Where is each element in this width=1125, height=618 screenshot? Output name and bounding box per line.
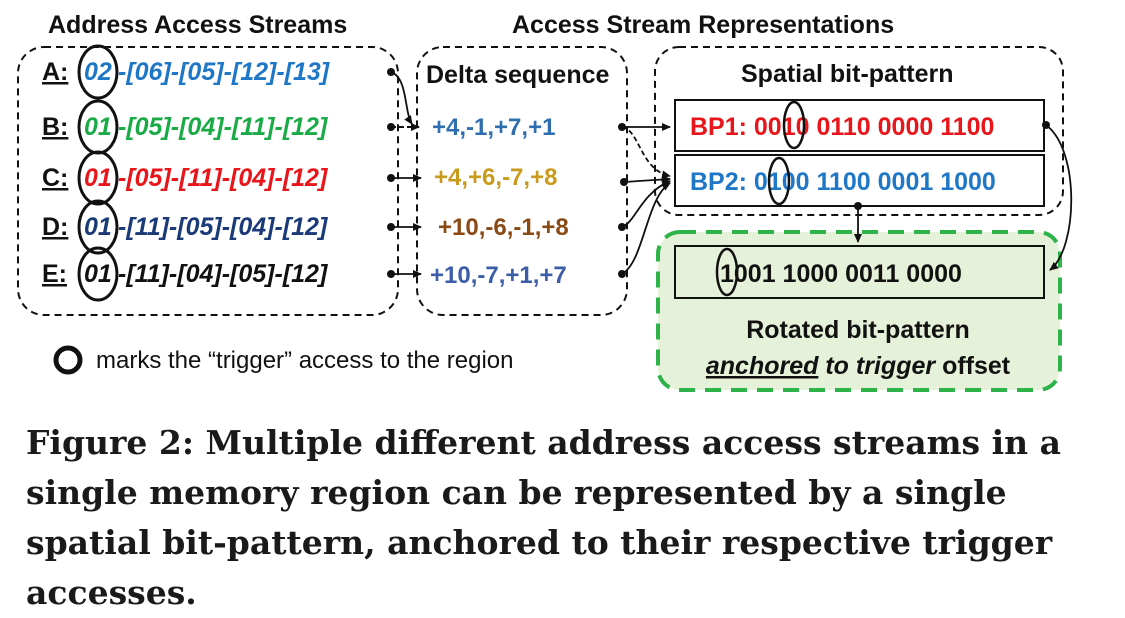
stream-trigger: 01 bbox=[84, 260, 112, 288]
stream-row-d: D: 01 -[11]-[05]-[04]-[12] bbox=[42, 199, 329, 255]
spatial-group-box bbox=[654, 46, 1064, 216]
rotated-title: Rotated bit-pattern bbox=[746, 316, 970, 344]
delta-item: +4,+6,-7,+8 bbox=[434, 164, 557, 191]
legend-text: marks the “trigger” access to the region bbox=[96, 347, 514, 374]
rotated-subtitle: anchored to trigger offset bbox=[706, 352, 1011, 380]
stream-to-delta-arrows bbox=[387, 68, 422, 278]
stream-label: A: bbox=[42, 58, 68, 86]
delta-item: +4,-1,+7,+1 bbox=[432, 114, 555, 141]
trigger-circle bbox=[77, 246, 119, 302]
stream-label: B: bbox=[42, 113, 68, 141]
stream-row-c: C: 01 -[05]-[11]-[04]-[12] bbox=[42, 150, 329, 206]
stream-trigger: 01 bbox=[84, 164, 112, 192]
bp1-box bbox=[674, 99, 1045, 152]
access-stream-diagram: Address Access Streams Access Stream Rep… bbox=[17, 11, 1073, 392]
bp1-trigger-circle bbox=[782, 100, 806, 150]
representations-header: Access Stream Representations bbox=[512, 11, 894, 39]
stream-accesses: -[06]-[05]-[12]-[13] bbox=[118, 58, 331, 86]
stream-row-e: E: 01 -[11]-[04]-[05]-[12] bbox=[42, 246, 329, 302]
stream-row-b: B: 01 -[05]-[04]-[11]-[12] bbox=[42, 99, 329, 155]
stream-accesses: -[11]-[05]-[04]-[12] bbox=[118, 213, 329, 241]
stream-accesses: -[11]-[04]-[05]-[12] bbox=[118, 260, 329, 288]
streams-header: Address Access Streams bbox=[48, 11, 347, 39]
stream-trigger: 01 bbox=[84, 213, 112, 241]
bp2-value: BP2: 0100 1100 0001 1000 bbox=[690, 168, 996, 196]
delta-item: +10,-7,+1,+7 bbox=[430, 262, 567, 289]
trigger-circle bbox=[77, 150, 119, 206]
spatial-title: Spatial bit-pattern bbox=[741, 60, 954, 88]
trigger-circle bbox=[77, 199, 119, 255]
stream-trigger: 02 bbox=[84, 58, 112, 86]
delta-item: +10,-6,-1,+8 bbox=[438, 214, 569, 241]
rotated-trigger-circle bbox=[715, 247, 739, 297]
stream-trigger: 01 bbox=[84, 113, 112, 141]
stream-label: E: bbox=[42, 260, 67, 288]
bitpattern-to-rotated-arrows bbox=[854, 121, 1073, 271]
stream-row-a: A: 02 -[06]-[05]-[12]-[13] bbox=[42, 44, 331, 100]
bp2-trigger-circle bbox=[767, 156, 791, 206]
bp1-value: BP1: 0010 0110 0000 1100 bbox=[690, 113, 994, 141]
stream-label: C: bbox=[42, 164, 68, 192]
delta-to-bitpattern-arrows bbox=[618, 123, 671, 278]
rotated-value: 1001 1000 0011 0000 bbox=[720, 260, 962, 288]
stream-accesses: -[05]-[11]-[04]-[12] bbox=[118, 164, 329, 192]
figure-caption: Figure 2: Multiple different address acc… bbox=[26, 423, 1062, 612]
stream-label: D: bbox=[42, 213, 68, 241]
delta-title: Delta sequence bbox=[426, 61, 610, 89]
legend-circle-icon bbox=[53, 345, 83, 375]
trigger-circle bbox=[77, 44, 119, 100]
stream-accesses: -[05]-[04]-[11]-[12] bbox=[118, 113, 329, 141]
